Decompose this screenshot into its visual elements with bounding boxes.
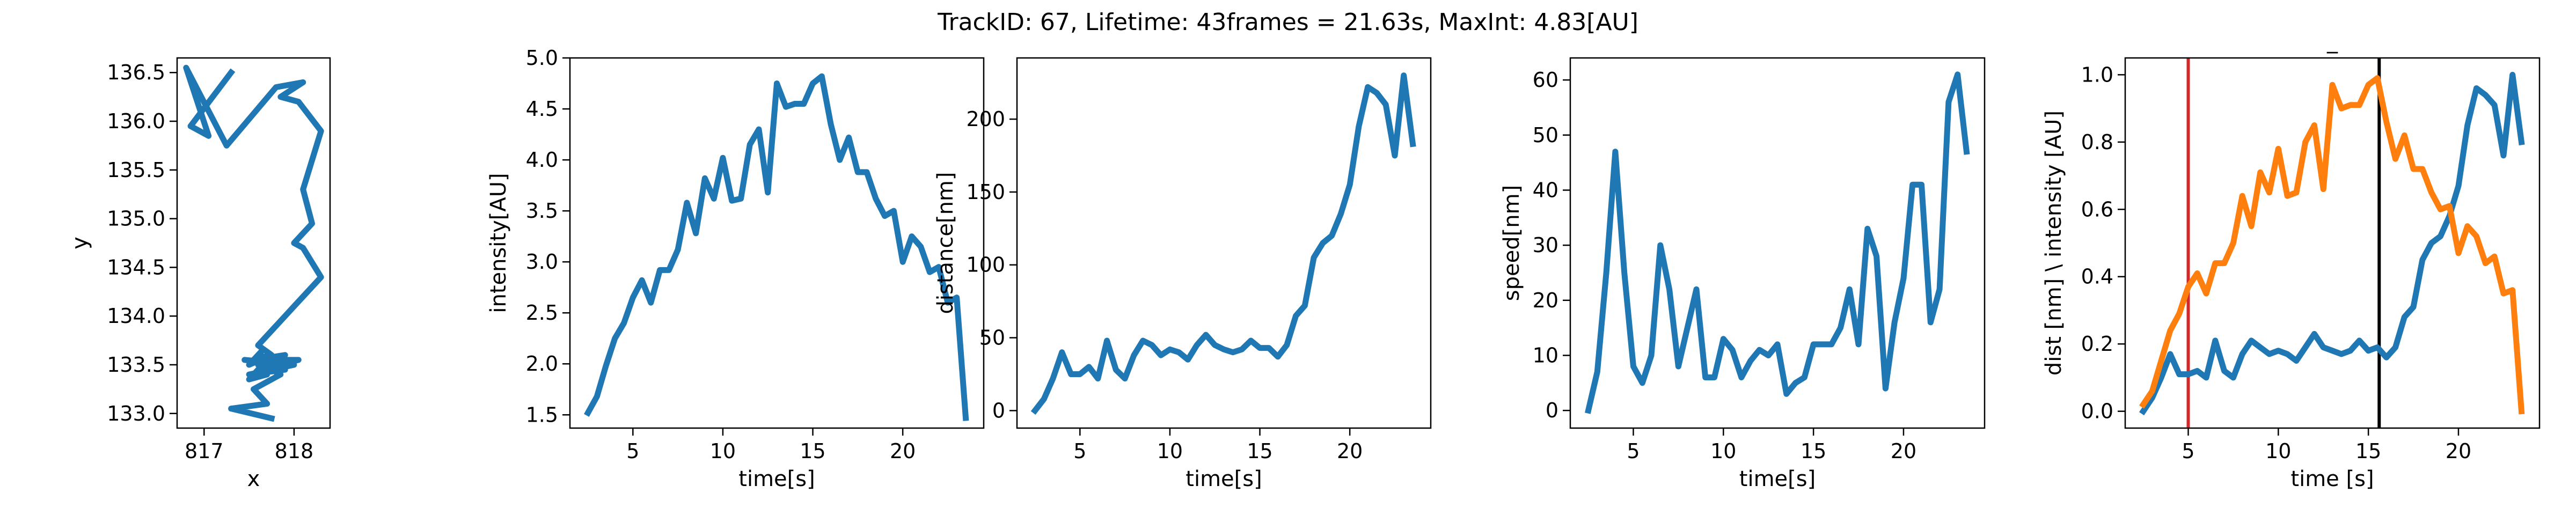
x-tick-label: 5 [626, 439, 639, 463]
y-tick-label: 200 [966, 107, 1005, 131]
y-tick-label: 60 [1533, 68, 1558, 92]
y-tick-label: 3.5 [526, 199, 558, 223]
y-tick-label: 50 [1533, 123, 1558, 147]
x-axis-label: time[s] [1739, 467, 1816, 491]
y-tick-label: 134.0 [107, 304, 165, 328]
series-line-0 [183, 64, 324, 422]
y-tick-label: 4.5 [526, 97, 558, 121]
series-line-1 [2139, 75, 2525, 415]
y-tick-label: 150 [966, 180, 1005, 204]
axes-title: _ [2326, 29, 2338, 54]
y-tick-label: 10 [1533, 343, 1558, 367]
x-axis-label: time[s] [1185, 467, 1262, 491]
y-tick-label: 100 [966, 253, 1005, 277]
panel-speed: 5 10 15 20 0 10 20 30 40 50 60 time[s] speed[nm] [1499, 57, 1986, 491]
y-tick-label: 40 [1533, 178, 1558, 202]
y-tick-label: 0 [1546, 399, 1558, 422]
x-tick-label: 20 [2446, 439, 2471, 463]
y-tick-label: 3.0 [526, 250, 558, 274]
y-axis-label: dist [nm] \ intensity [AU] [2041, 111, 2066, 376]
y-axis-label: y [68, 237, 92, 249]
x-axis-label: time [s] [2290, 467, 2374, 491]
y-tick-label: 136.5 [107, 61, 165, 84]
x-tick-label: 20 [1891, 439, 1916, 463]
axes-frame [1016, 57, 1432, 429]
y-tick-label: 50 [979, 326, 1005, 350]
y-tick-label: 0.2 [2081, 332, 2113, 356]
series-line-0 [584, 73, 969, 421]
y-axis-label: distance[nm] [933, 172, 958, 314]
y-tick-label: 135.0 [107, 207, 165, 231]
x-tick-label: 15 [1247, 439, 1272, 463]
y-tick-label: 1.5 [526, 403, 558, 426]
x-tick-label: 20 [1337, 439, 1363, 463]
series-line-0 [1584, 71, 1970, 414]
y-tick-label: 133.5 [107, 353, 165, 377]
y-tick-label: 30 [1533, 233, 1558, 257]
x-tick-label: 15 [800, 439, 825, 463]
panel-intensity: 5 10 15 20 1.5 2.0 2.5 3.0 3.5 4.0 4.5 5.0 time[s] in… [486, 46, 985, 491]
y-tick-label: 133.0 [107, 402, 165, 425]
y-tick-label: 0 [992, 399, 1005, 422]
y-tick-label: 2.0 [526, 352, 558, 376]
x-tick-label: 10 [1157, 439, 1183, 463]
x-tick-label: 5 [2182, 439, 2194, 463]
y-tick-label: 20 [1533, 289, 1558, 312]
y-tick-label: 4.0 [526, 148, 558, 172]
x-tick-label: 10 [2265, 439, 2291, 463]
x-tick-label: 20 [890, 439, 916, 463]
y-tick-label: 1.0 [2081, 63, 2113, 86]
series-line-0 [2139, 71, 2525, 416]
y-tick-label: 0.4 [2081, 265, 2113, 289]
x-tick-label: 5 [1627, 439, 1640, 463]
x-tick-label: 10 [1710, 439, 1736, 463]
panel-xy-trajectory: 817 818 133.0 133.5 134.0 134.5 135.0 135.5 136.… [68, 57, 331, 491]
y-tick-label: 0.0 [2081, 400, 2113, 423]
axes-frame [2124, 57, 2541, 429]
x-tick-label: 15 [2355, 439, 2381, 463]
y-tick-label: 0.8 [2081, 130, 2113, 154]
x-tick-label: 818 [275, 439, 314, 463]
x-tick-label: 10 [710, 439, 736, 463]
axes-frame [569, 57, 985, 429]
y-tick-label: 136.0 [107, 109, 165, 133]
y-tick-label: 135.5 [107, 158, 165, 182]
series-line-0 [1030, 72, 1416, 415]
x-tick-label: 817 [185, 439, 224, 463]
x-tick-label: 15 [1801, 439, 1826, 463]
axes-frame [176, 57, 331, 429]
y-tick-label: 134.5 [107, 255, 165, 279]
y-tick-label: 2.5 [526, 301, 558, 325]
y-tick-label: 5.0 [526, 46, 558, 70]
x-tick-label: 5 [1073, 439, 1086, 463]
figure-title: TrackID: 67, Lifetime: 43frames = 21.63s… [937, 9, 1638, 36]
y-tick-label: 0.6 [2081, 197, 2113, 221]
y-axis-label: speed[nm] [1499, 185, 1524, 301]
x-axis-label: x [247, 467, 260, 491]
axes-frame [1569, 57, 1986, 429]
x-axis-label: time[s] [738, 467, 815, 491]
y-axis-label: intensity[AU] [486, 173, 511, 313]
panel-normalized: 5 10 15 20 0.0 0.2 0.4 0.6 0.8 1.0 time [s] dist [n… [2041, 29, 2541, 491]
